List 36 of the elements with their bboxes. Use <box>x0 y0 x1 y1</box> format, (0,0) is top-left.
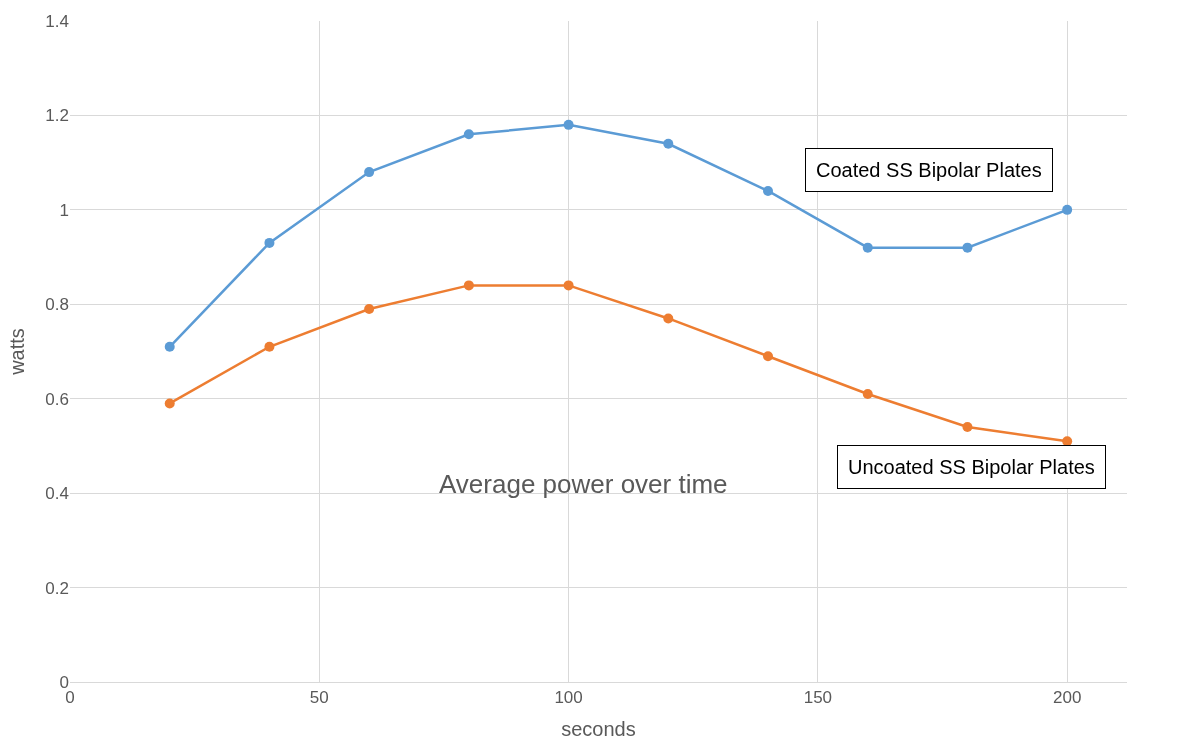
y-tick-label: 0.6 <box>45 389 69 409</box>
y-tick-label: 0.2 <box>45 578 69 598</box>
point <box>164 398 175 409</box>
y-tick-label: 0.4 <box>45 484 69 504</box>
point <box>364 167 375 178</box>
x-tick-label: 200 <box>1052 688 1082 708</box>
y-axis-title: watts <box>5 328 28 376</box>
point <box>463 129 474 140</box>
point <box>763 351 774 362</box>
point <box>164 341 175 352</box>
x-tick-label: 50 <box>309 688 329 708</box>
series-label: Coated SS Bipolar Plates <box>816 159 1042 181</box>
point <box>563 119 574 130</box>
point <box>862 242 873 253</box>
point <box>663 313 674 324</box>
point <box>663 138 674 149</box>
point <box>962 242 973 253</box>
y-tick-label: 1.2 <box>45 106 69 126</box>
x-axis-title: seconds <box>561 717 636 740</box>
series-label: Uncoated SS Bipolar Plates <box>848 456 1095 478</box>
y-tick-label: 0 <box>59 672 69 692</box>
point <box>763 185 774 196</box>
point <box>264 341 275 352</box>
y-tick-label: 0.8 <box>45 295 69 315</box>
y-tick-label: 1 <box>59 200 69 220</box>
point <box>463 280 474 291</box>
x-tick-label: 150 <box>803 688 833 708</box>
point <box>862 388 873 399</box>
y-tick-label: 1.4 <box>45 11 69 31</box>
point <box>364 304 375 315</box>
point <box>563 280 574 291</box>
x-tick-label: 100 <box>554 688 583 708</box>
point <box>264 237 275 248</box>
point <box>962 422 973 433</box>
point <box>1062 204 1073 215</box>
text: Average power over time <box>439 469 728 499</box>
